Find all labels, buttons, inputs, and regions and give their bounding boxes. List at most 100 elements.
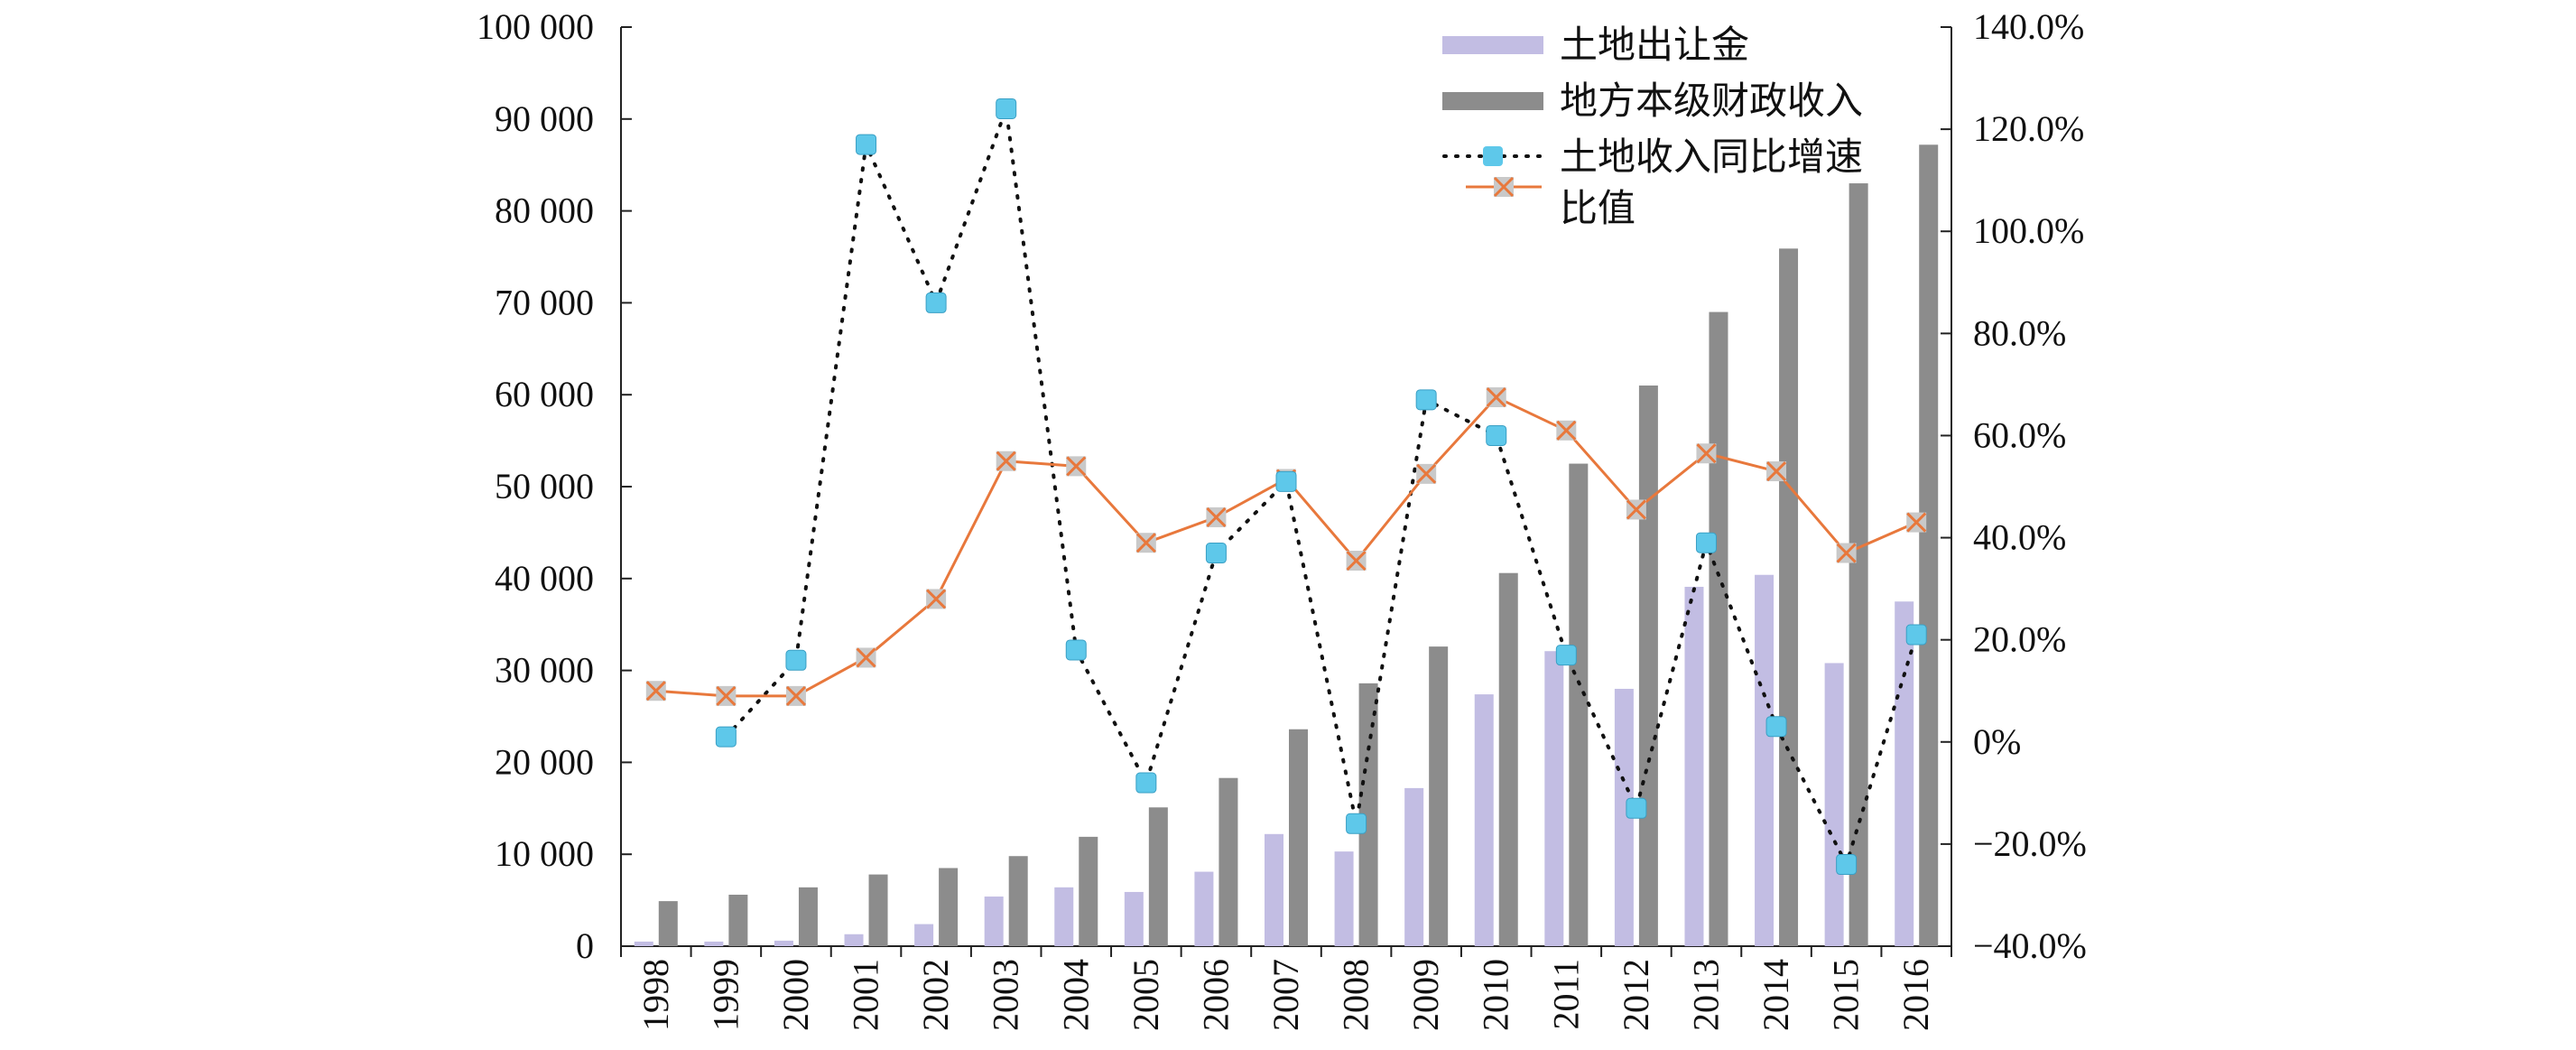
right-axis-tick-label: 100.0%: [1973, 210, 2084, 251]
x-axis-tick-label: 2015: [1826, 959, 1867, 1031]
point-ratio: [1836, 543, 1857, 563]
right-axis-tick-label: 120.0%: [1973, 108, 2084, 149]
bar-land-transfer: [1265, 833, 1283, 946]
left-axis-tick-label: 20 000: [495, 741, 594, 782]
right-axis-tick-label: 80.0%: [1973, 312, 2066, 353]
line-land-growth: [724, 107, 1919, 869]
bar-local-fiscal-revenue: [1219, 777, 1238, 946]
bar-land-transfer: [1124, 891, 1144, 946]
point-ratio: [785, 685, 807, 706]
bar-local-fiscal-revenue: [1779, 248, 1799, 946]
point-land-growth: [925, 292, 947, 313]
point-ratio-cross: [716, 685, 737, 706]
bar-local-fiscal-revenue: [1919, 144, 1939, 946]
point-land-growth: [785, 649, 807, 671]
point-ratio-cross: [1836, 543, 1857, 563]
point-ratio-cross: [1135, 533, 1156, 553]
bar-local-fiscal-revenue: [1498, 572, 1518, 946]
left-axis-tick-label: 90 000: [495, 98, 594, 139]
legend-label-ratio: 比值: [1560, 186, 1635, 230]
x-axis-tick-label: 2011: [1545, 959, 1586, 1030]
right-axis-tick-label: −40.0%: [1973, 925, 2087, 966]
bar-local-fiscal-revenue: [1008, 856, 1028, 946]
x-axis-tick-label: 2012: [1616, 959, 1656, 1031]
x-axis-tick-label: 2004: [1055, 959, 1096, 1031]
legend-swatch-local-fiscal-revenue: [1442, 92, 1543, 110]
bar-local-fiscal-revenue: [1569, 463, 1589, 946]
x-axis-tick-label: 1998: [635, 959, 676, 1031]
point-ratio: [1066, 456, 1087, 477]
point-land-growth: [1836, 854, 1858, 876]
point-ratio-cross: [1486, 386, 1506, 408]
legend-marker-ratio: [1493, 176, 1515, 198]
point-ratio-cross: [1626, 499, 1646, 520]
bar-land-transfer: [914, 924, 934, 946]
point-ratio: [1135, 533, 1156, 553]
point-ratio: [645, 681, 666, 702]
point-ratio: [1346, 550, 1367, 571]
point-ratio: [1493, 176, 1515, 198]
point-land-growth: [1275, 470, 1297, 492]
x-axis-tick-label: 2000: [775, 959, 816, 1031]
point-land-growth: [1135, 772, 1157, 794]
point-land-growth: [1695, 532, 1717, 553]
x-axis-tick-label: 2009: [1405, 959, 1446, 1031]
bar-local-fiscal-revenue: [868, 874, 888, 946]
right-axis-tick-label: 40.0%: [1973, 517, 2066, 558]
left-axis-tick-label: 60 000: [495, 374, 594, 414]
bar-land-transfer: [1824, 663, 1844, 946]
bar-local-fiscal-revenue: [1358, 683, 1378, 946]
bar-local-fiscal-revenue: [798, 887, 818, 946]
point-land-growth: [1065, 639, 1087, 661]
bar-land-transfer: [774, 940, 793, 946]
point-land-growth: [1626, 797, 1647, 819]
point-ratio-cross: [1493, 176, 1515, 198]
point-land-growth: [1905, 624, 1927, 646]
point-ratio-cross: [645, 681, 666, 702]
point-ratio-cross: [1556, 420, 1577, 441]
right-axis-tick-label: −20.0%: [1973, 823, 2087, 864]
point-ratio: [1626, 499, 1646, 520]
point-ratio: [926, 589, 947, 609]
x-axis-tick-label: 2010: [1476, 959, 1516, 1031]
right-axis-tick-label: 60.0%: [1973, 414, 2066, 455]
legend-label-land-growth: 土地收入同比增速: [1560, 135, 1863, 179]
left-axis-tick-label: 40 000: [495, 558, 594, 599]
x-axis-tick-label: 2013: [1685, 959, 1726, 1031]
point-land-growth: [856, 134, 877, 155]
point-ratio: [1556, 420, 1577, 441]
lines: [645, 98, 1927, 876]
point-ratio-cross: [926, 589, 947, 609]
bar-local-fiscal-revenue: [1849, 183, 1868, 946]
legend-label-local-fiscal-revenue: 地方本级财政收入: [1560, 79, 1863, 123]
bar-local-fiscal-revenue: [1429, 646, 1449, 946]
bar-land-transfer: [1544, 651, 1564, 946]
point-ratio-cross: [1066, 456, 1087, 477]
legend-marker-land-growth: [1483, 146, 1503, 166]
bar-land-transfer: [1614, 688, 1634, 946]
bar-local-fiscal-revenue: [1079, 836, 1098, 946]
left-axis-tick-label: 70 000: [495, 282, 594, 322]
point-ratio: [1416, 463, 1437, 484]
point-ratio-cross: [1765, 460, 1787, 482]
bar-land-transfer: [1404, 787, 1424, 946]
bar-local-fiscal-revenue: [658, 901, 678, 946]
point-ratio: [996, 451, 1016, 471]
bar-local-fiscal-revenue: [1638, 386, 1658, 946]
bar-land-transfer: [1474, 694, 1494, 946]
bar-land-transfer: [1684, 586, 1704, 946]
point-ratio-cross: [856, 647, 876, 668]
point-land-growth: [1765, 716, 1787, 738]
point-ratio: [1696, 443, 1717, 464]
x-axis-tick-label: 2003: [986, 959, 1026, 1031]
point-ratio: [1906, 512, 1927, 533]
point-land-growth: [1486, 424, 1507, 446]
bar-local-fiscal-revenue: [1148, 807, 1168, 946]
point-ratio-cross: [996, 451, 1016, 471]
x-axis-tick-label: 2014: [1756, 959, 1796, 1031]
x-axis-tick-label: 2016: [1895, 959, 1936, 1031]
legend-swatch-land-transfer: [1442, 36, 1543, 54]
point-land-growth: [1415, 389, 1437, 411]
x-axis-tick-label: 2007: [1265, 959, 1306, 1031]
